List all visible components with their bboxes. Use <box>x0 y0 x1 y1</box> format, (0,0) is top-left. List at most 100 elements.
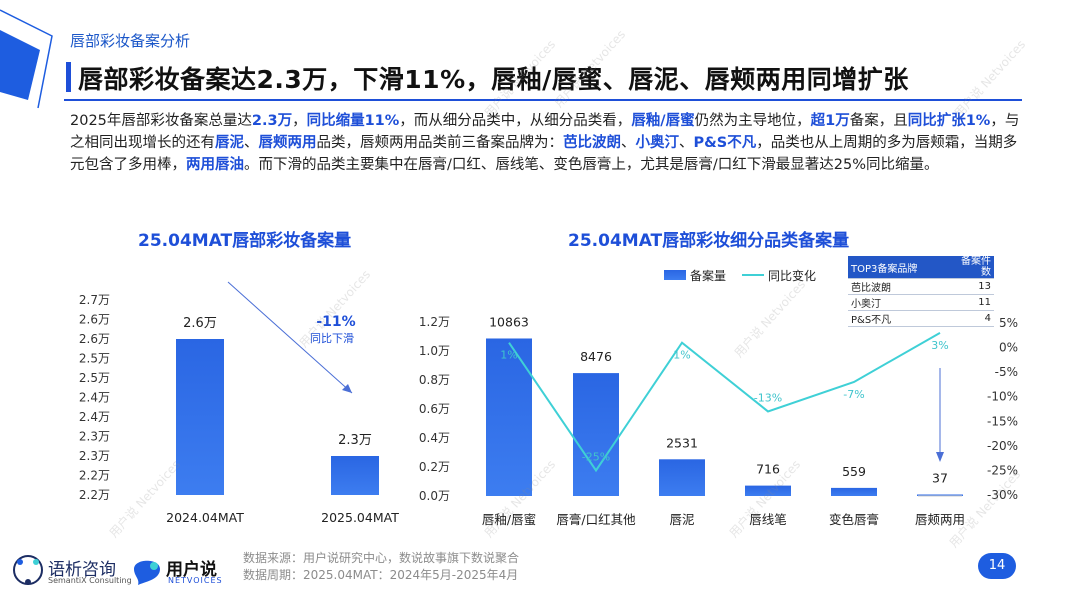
table-row: P&S不凡 4 <box>848 310 994 327</box>
summary-text: 。而下滑的品类主要集中在唇膏/口红、唇线笔、变色唇膏上，尤其是唇膏/口红下滑最显… <box>244 157 939 173</box>
semantix-logo-subtext: SemantiX Consulting <box>48 576 132 585</box>
table-cell-count: 13 <box>958 278 994 295</box>
trend-arrow-line <box>227 281 353 394</box>
y-left-tick-label: 0.6万 <box>419 402 450 416</box>
summary-text: ，品类也从上周期的多为唇颊霜，当期多元包含了多用棒， <box>70 135 1018 173</box>
line-value-label: 1% <box>500 349 517 362</box>
corner-decoration <box>0 9 53 109</box>
y-tick-label: 2.2万 <box>79 469 110 483</box>
line-value-label: -7% <box>843 388 864 401</box>
watermark: 用户说 Netvoices <box>951 37 1029 121</box>
semantix-logo-text: 语析咨询 <box>48 560 116 580</box>
summary-highlight: 唇釉/唇蜜 <box>631 113 695 129</box>
table-cell-brand: 小奥汀 <box>848 294 958 311</box>
highlight-arrow-head <box>936 452 944 462</box>
summary-highlight: 两用唇油 <box>186 157 244 173</box>
netvoices-logo-text: 用户说 <box>166 560 217 580</box>
y-tick-label: 2.4万 <box>79 391 110 405</box>
y-tick-label: 2.5万 <box>79 371 110 385</box>
y-tick-label: 2.6万 <box>79 332 110 346</box>
legend-label-bar: 备案量 <box>690 268 726 283</box>
y-left-tick-label: 1.2万 <box>419 315 450 329</box>
summary-text: 、 <box>679 135 694 151</box>
y-right-tick-label: -25% <box>987 463 1018 477</box>
bar <box>917 494 963 496</box>
line-value-label: -13% <box>754 391 782 404</box>
summary-text: 备案，且 <box>849 113 908 129</box>
table-cell-count: 4 <box>958 310 994 327</box>
netvoices-logo-icon <box>134 560 160 585</box>
chart-title-subcategory: 25.04MAT唇部彩妆细分品类备案量 <box>568 231 850 251</box>
legend-swatch-bar <box>664 270 686 280</box>
y-right-tick-label: 5% <box>999 316 1018 330</box>
bar-value-label: 8476 <box>580 349 612 364</box>
y-right-tick-label: -20% <box>987 439 1018 453</box>
summary-text: ，与之相同出现增长的还有 <box>70 113 1020 151</box>
table-row: 小奥汀 11 <box>848 294 994 311</box>
y-tick-label: 2.6万 <box>79 313 110 327</box>
x-tick-label: 2025.04MAT <box>321 510 399 525</box>
x-tick-label: 2024.04MAT <box>166 510 244 525</box>
y-tick-label: 2.3万 <box>79 430 110 444</box>
summary-highlight: 超1万 <box>810 113 850 129</box>
bar <box>745 485 791 496</box>
table-header-row: TOP3备案品牌 备案件数 <box>848 256 994 279</box>
y-tick-label: 2.5万 <box>79 352 110 366</box>
table-row: 芭比波朗 13 <box>848 278 994 295</box>
summary-highlight: 小奥汀 <box>635 135 680 151</box>
summary-highlight: 唇泥 <box>215 135 244 151</box>
line-value-label: -25% <box>582 450 610 463</box>
x-tick-label: 唇泥 <box>669 512 694 527</box>
change-annotation-text: 同比下滑 <box>310 332 354 345</box>
summary-highlight: 同比缩量11% <box>306 113 400 129</box>
x-tick-label: 唇颊两用 <box>915 512 965 527</box>
y-right-tick-label: -5% <box>995 365 1018 379</box>
page-number: 14 <box>978 553 1016 579</box>
y-left-tick-label: 0.8万 <box>419 373 450 387</box>
bar <box>176 339 224 495</box>
y-tick-label: 2.3万 <box>79 449 110 463</box>
summary-text: 2025年唇部彩妆备案总量达 <box>70 113 252 129</box>
table-cell-brand: 芭比波朗 <box>848 278 958 295</box>
footer-period-line: 数据周期：2025.04MAT：2024年5月-2025年4月 <box>243 568 519 582</box>
y-left-tick-label: 0.2万 <box>419 460 450 474</box>
x-tick-label: 变色唇膏 <box>829 512 879 527</box>
charts-canvas: 2.2万 2.2万 2.3万 2.3万 2.4万 2.4万 2.5万 2.5万 2.6万 2.6万… <box>79 268 1018 527</box>
semantix-logo-icon <box>13 555 43 585</box>
bar <box>331 456 379 495</box>
summary-paragraph: 2025年唇部彩妆备案总量达2.3万，同比缩量11%，而从细分品类中，从细分品类… <box>70 110 1020 176</box>
page-title: 唇部彩妆备案达2.3万，下滑11%，唇釉/唇蜜、唇泥、唇颊两用同增扩张 <box>78 65 909 94</box>
trend-arrow-head <box>342 384 352 393</box>
summary-highlight: 2.3万 <box>251 113 293 129</box>
bar-value-label: 2.6万 <box>183 316 217 331</box>
table-cell-count: 11 <box>958 294 994 311</box>
summary-text: 品类，唇颊两用品类前三备案品牌为： <box>316 135 564 151</box>
summary-text: 仍然为主导地位， <box>694 113 811 129</box>
summary-text: ，而从细分品类中，从细分品类看， <box>399 113 632 129</box>
footer-source-line: 数据来源：用户说研究中心，数说故事旗下数说聚合 <box>243 551 520 565</box>
y-tick-label: 2.4万 <box>79 410 110 424</box>
summary-text: 、 <box>621 135 636 151</box>
bar-value-label: 10863 <box>489 314 529 329</box>
y-tick-label: 2.2万 <box>79 488 110 502</box>
y-left-tick-label: 0.4万 <box>419 431 450 445</box>
legend-label-line: 同比变化 <box>768 268 816 283</box>
bar-value-label: 2.3万 <box>338 433 372 448</box>
footer-source: 数据来源：用户说研究中心，数说故事旗下数说聚合 数据周期：2025.04MAT：… <box>243 550 519 584</box>
change-annotation-value: -11% <box>316 314 355 330</box>
table-header-brand: TOP3备案品牌 <box>848 256 958 279</box>
line-value-label: 1% <box>673 349 690 362</box>
bar <box>659 459 705 496</box>
bar <box>486 338 532 496</box>
table-cell-brand: P&S不凡 <box>848 310 958 327</box>
summary-highlight: 同比扩张1% <box>907 113 991 129</box>
bar-value-label: 716 <box>756 462 780 477</box>
y-right-tick-label: 0% <box>999 341 1018 355</box>
bar-value-label: 2531 <box>666 435 698 450</box>
y-left-tick-label: 0.0万 <box>419 489 450 503</box>
x-tick-label: 唇膏/口红其他 <box>556 512 636 527</box>
y-right-tick-label: -10% <box>987 390 1018 404</box>
table-header-count: 备案件数 <box>958 256 994 279</box>
summary-text: 、 <box>244 135 259 151</box>
summary-text: ， <box>292 113 307 129</box>
